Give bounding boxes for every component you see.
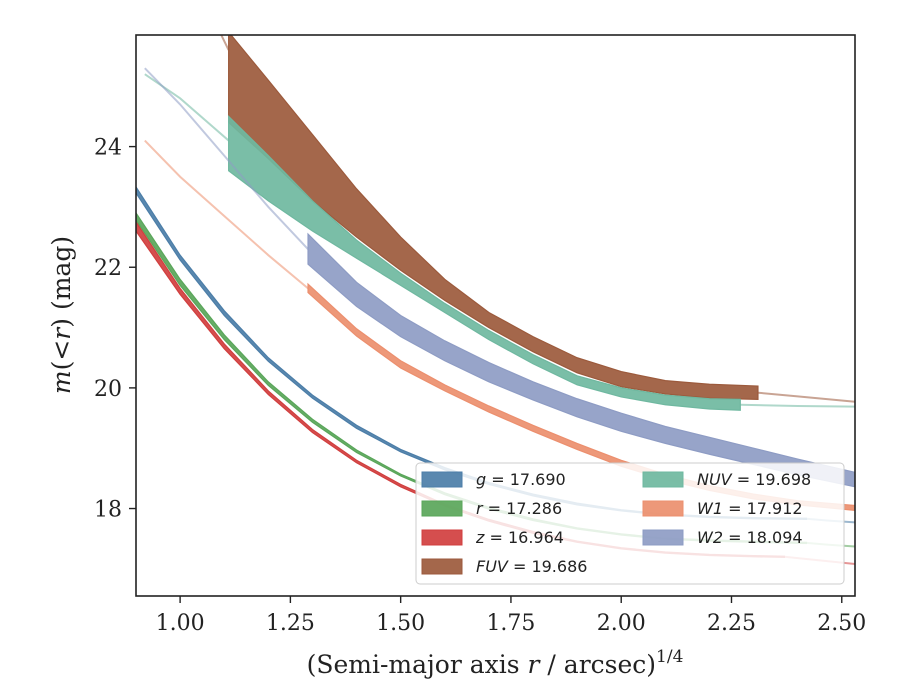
- legend-label-g: g = 17.690: [476, 470, 566, 489]
- x-tick-label: 2.25: [707, 611, 756, 636]
- series-w1-band: [307, 282, 855, 511]
- y-tick-label: 22: [94, 256, 122, 281]
- legend: g = 17.690 r = 17.286 z = 16.964 FUV = 19.6…: [415, 462, 845, 585]
- x-tick-label: 1.75: [486, 611, 535, 636]
- series-w2: [144, 67, 855, 488]
- legend-frame: [415, 462, 845, 585]
- series-nuv: [144, 73, 855, 411]
- legend-label-r: r = 17.286: [476, 499, 562, 518]
- legend-swatch-r: [421, 500, 463, 517]
- series-fuv-extension-outer: [757, 391, 855, 403]
- x-tick-label: 1.00: [156, 611, 205, 636]
- legend-swatch-w1: [642, 500, 684, 517]
- legend-swatch-g: [421, 471, 463, 488]
- legend-swatch-w2: [642, 529, 684, 546]
- legend-label-z: z = 16.964: [475, 528, 564, 547]
- series-nuv-extension-outer: [740, 403, 855, 408]
- x-tick-label: 1.50: [376, 611, 425, 636]
- x-tick-label: 2.50: [817, 611, 866, 636]
- x-tick-label: 2.00: [597, 611, 646, 636]
- legend-label-w1: W1 = 17.912: [697, 499, 803, 518]
- series-fuv-band: [228, 35, 759, 400]
- y-axis-label: m(<r) (mag): [47, 236, 76, 394]
- series-fuv-extension-inner: [220, 35, 230, 51]
- x-tick-label: 1.25: [266, 611, 315, 636]
- plot-frame: [135, 34, 856, 597]
- legend-label-fuv: FUV = 19.686: [476, 557, 587, 576]
- series-w1: [144, 139, 855, 511]
- y-tick-label: 24: [94, 136, 122, 161]
- legend-swatch-nuv: [642, 471, 684, 488]
- y-tick-label: 20: [94, 377, 122, 402]
- series-w2-extension-inner: [144, 67, 309, 250]
- legend-label-w2: W2 = 18.094: [697, 528, 803, 547]
- ticks-layer: 1.00 1.25 1.50 1.75 2.00 2.25 2.50 18 20 22 24: [94, 136, 866, 636]
- y-tick-label: 18: [94, 498, 122, 523]
- series-w2-band: [307, 232, 855, 488]
- legend-label-nuv: NUV = 19.698: [697, 470, 811, 489]
- series-nuv-extension-inner: [144, 73, 230, 142]
- series-fuv: [220, 35, 855, 403]
- legend-swatch-z: [421, 529, 463, 546]
- series-nuv-band: [228, 115, 741, 411]
- series-w1-extension-inner: [144, 139, 309, 290]
- legend-swatch-fuv: [421, 558, 463, 575]
- x-axis-label: (Semi-major axis r / arcsec)1/4: [307, 647, 684, 679]
